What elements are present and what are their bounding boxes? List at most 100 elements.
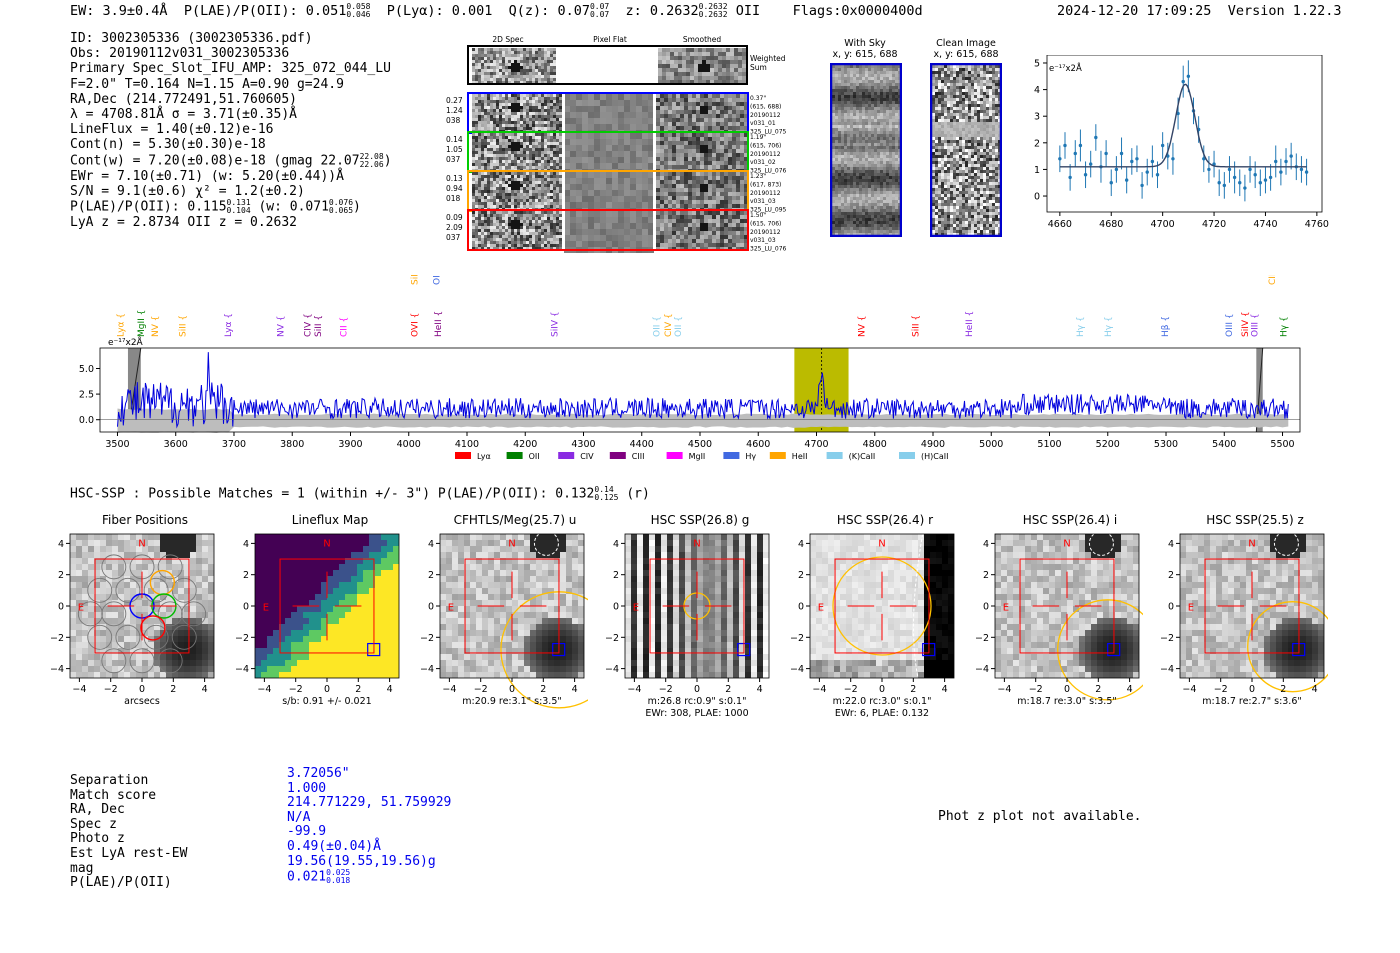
- legend-swatch: [609, 452, 626, 459]
- cutout-x-tick-label: −2: [474, 684, 488, 695]
- cutout-x-tick-label: −4: [1182, 684, 1196, 695]
- spec2d-row-right-label: 325_LU_095: [750, 207, 787, 214]
- east-label: E: [78, 603, 84, 614]
- search-box: [649, 558, 745, 654]
- north-label: N: [1248, 539, 1255, 550]
- legend-swatch: [666, 452, 683, 459]
- spec2d-row-left-label: 0.14: [446, 135, 463, 144]
- spec2d-row-right-label: 325_LU_075: [750, 129, 787, 136]
- cutout-y-tick-label: −4: [975, 664, 989, 675]
- north-label: N: [508, 539, 515, 550]
- cutout-y-tick-label: 0: [798, 602, 804, 613]
- fiber-circle: [181, 601, 207, 627]
- legend-swatch: [899, 452, 915, 459]
- spectrum-x-tick-label: 5500: [1270, 439, 1294, 450]
- info-plae-w-hi: 0.076: [328, 198, 354, 208]
- search-box: [464, 558, 560, 654]
- line-marker-label: OII {: [433, 275, 443, 285]
- cutout-y-tick-label: −4: [50, 664, 64, 675]
- spectrum-y-tick-label: 5.0: [79, 364, 94, 375]
- line-marker-label: OIII {: [1225, 313, 1235, 337]
- spectrum-unit-label: e⁻¹⁷x2Å: [108, 336, 144, 348]
- legend-label: (K)CaII: [849, 452, 876, 461]
- zoom-unit-label: e⁻¹⁷x2Å: [1049, 62, 1082, 74]
- cutout-x-tick-label: 2: [170, 684, 176, 695]
- spectrum-y-tick-label: 0.0: [79, 415, 94, 426]
- cutout-y-tick-label: 0: [983, 602, 989, 613]
- cutout-y-tick-label: 2: [58, 570, 64, 581]
- cutout-y-tick-label: 0: [1168, 602, 1174, 613]
- zoom-data-point: [1268, 175, 1273, 180]
- cutout-title: Fiber Positions: [101, 513, 189, 527]
- spectrum-x-tick-label: 5400: [1212, 439, 1236, 450]
- match-value: 1.000: [287, 780, 327, 796]
- spectrum-x-tick-label: 3500: [105, 439, 129, 450]
- match-label: Spec z: [70, 816, 117, 832]
- cutout-y-tick-label: −4: [235, 664, 249, 675]
- cutout-y-tick-label: −2: [975, 633, 989, 644]
- noise-band: [117, 408, 1289, 433]
- match-value: N/A: [287, 809, 311, 825]
- line-marker-label: NV {: [857, 316, 867, 337]
- zoom-data-point: [1202, 157, 1206, 161]
- zoom-data-point: [1222, 183, 1227, 188]
- legend-label: (H)CaII: [921, 452, 948, 461]
- spectrum-x-tick-label: 4600: [746, 439, 770, 450]
- match-label: Est LyA rest-EW: [70, 845, 188, 861]
- zoom-data-point: [1160, 143, 1165, 148]
- header-z-lo: 0.2632: [698, 10, 728, 19]
- spec2d-row-right-label: v031_03: [750, 198, 776, 205]
- spec2d-row-left-label: 0.94: [446, 184, 463, 193]
- legend-swatch: [506, 452, 523, 459]
- zoom-y-tick-label: 3: [1034, 112, 1040, 123]
- zoom-data-point: [1130, 159, 1134, 164]
- match-value: 3.72056": [287, 766, 350, 781]
- cutout-x-tick-label: 4: [572, 684, 578, 695]
- line-marker-label: Lyα {: [116, 313, 126, 337]
- fiber-circle: [157, 648, 183, 674]
- cutout-x-tick-label: 4: [202, 684, 208, 695]
- header-plae-hi: 0.058: [346, 2, 371, 11]
- cutout-caption: m:26.8 rc:0.9" s:0.1": [648, 696, 747, 707]
- fiber-circle: [87, 577, 113, 603]
- line-marker-label: SiIV {: [550, 311, 560, 337]
- cutout-x-tick-label: −2: [1029, 684, 1043, 695]
- cutout-x-tick-label: 0: [139, 684, 145, 695]
- legend-label: CIII: [632, 452, 645, 461]
- match-value: 19.56(19.55,19.56)g: [287, 853, 436, 869]
- legend-label: OII: [529, 452, 540, 461]
- match-label: Match score: [70, 787, 157, 803]
- fiber-circle-red: [140, 615, 166, 641]
- match-value: 214.771229, 51.759929: [287, 795, 452, 811]
- spectrum-x-tick-label: 4400: [630, 439, 654, 450]
- match-label: RA, Dec: [70, 802, 125, 818]
- spec2d-row-right-label: v031_01: [750, 120, 776, 127]
- cutout-g: N E −4 −2 0 2 4 4 2 0 −2 −4 m:26.8 rc:0.9" s:0.1"EWr…: [605, 533, 770, 719]
- line-marker-label: OII {: [652, 316, 662, 337]
- cutout-x-tick-label: 4: [942, 684, 948, 695]
- spectrum-x-tick-label: 4900: [921, 439, 945, 450]
- with-sky-frame: [830, 63, 902, 237]
- match-value: 0.021: [287, 869, 327, 885]
- cutout-x-tick-label: 2: [540, 684, 546, 695]
- line-marker-label: OVI {: [411, 313, 421, 337]
- aperture-ellipse: [1247, 601, 1328, 693]
- legend-label: Lyα: [477, 452, 491, 461]
- zoom-data-point: [1181, 79, 1185, 84]
- cutout-caption: s/b: 0.91 +/- 0.021: [282, 696, 371, 707]
- line-marker-label: SiII {: [314, 315, 324, 337]
- cutout-x-tick-label: −4: [997, 684, 1011, 695]
- spec2d-row-left-label: 2.09: [446, 223, 463, 232]
- line-marker-label: MgII {: [137, 310, 147, 337]
- zoom-line-plot: 4660 4680 4700 4720 4740 4760 0 1 2 3 4 5 e⁻¹⁷x2Å: [1034, 55, 1329, 230]
- cutout-y-tick-label: 4: [243, 539, 249, 550]
- zoom-data-point: [1073, 151, 1077, 156]
- zoom-data-point: [1243, 186, 1247, 190]
- aperture-ellipse: [832, 556, 932, 656]
- spec2d-row-right-label: 20190112: [750, 112, 781, 119]
- spec2d-col-label: Smoothed: [683, 35, 722, 44]
- line-marker-label: Lyα {: [224, 313, 234, 337]
- cutout-y-tick-label: −2: [790, 633, 804, 644]
